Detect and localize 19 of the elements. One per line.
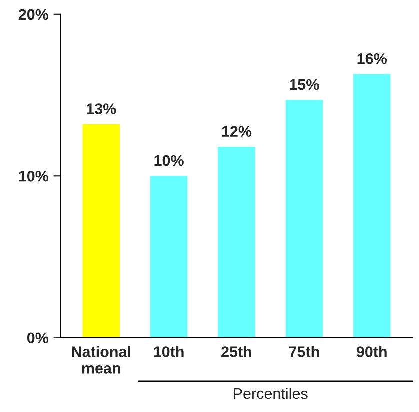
y-tick-label: 20% — [18, 9, 49, 20]
bar — [150, 176, 188, 338]
x-tick-label: 75th — [289, 346, 320, 358]
data-label: 16% — [358, 53, 387, 64]
data-label: 12% — [222, 126, 252, 138]
data-label: 15% — [290, 79, 320, 90]
x-tick-label: 25th — [222, 346, 252, 358]
data-label: 10% — [154, 155, 184, 166]
bar — [286, 100, 324, 338]
bar — [82, 124, 120, 338]
text: Percentiles — [234, 388, 308, 400]
y-tick-label: 10% — [19, 171, 49, 182]
x-tick-label: 90th — [356, 346, 387, 358]
bar — [218, 147, 256, 338]
y-tick-label: 0% — [27, 332, 49, 344]
data-label: 13% — [87, 104, 116, 114]
x-tick-label: National mean — [72, 346, 130, 374]
x-tick-label: 10th — [154, 346, 184, 358]
bar — [353, 74, 391, 338]
